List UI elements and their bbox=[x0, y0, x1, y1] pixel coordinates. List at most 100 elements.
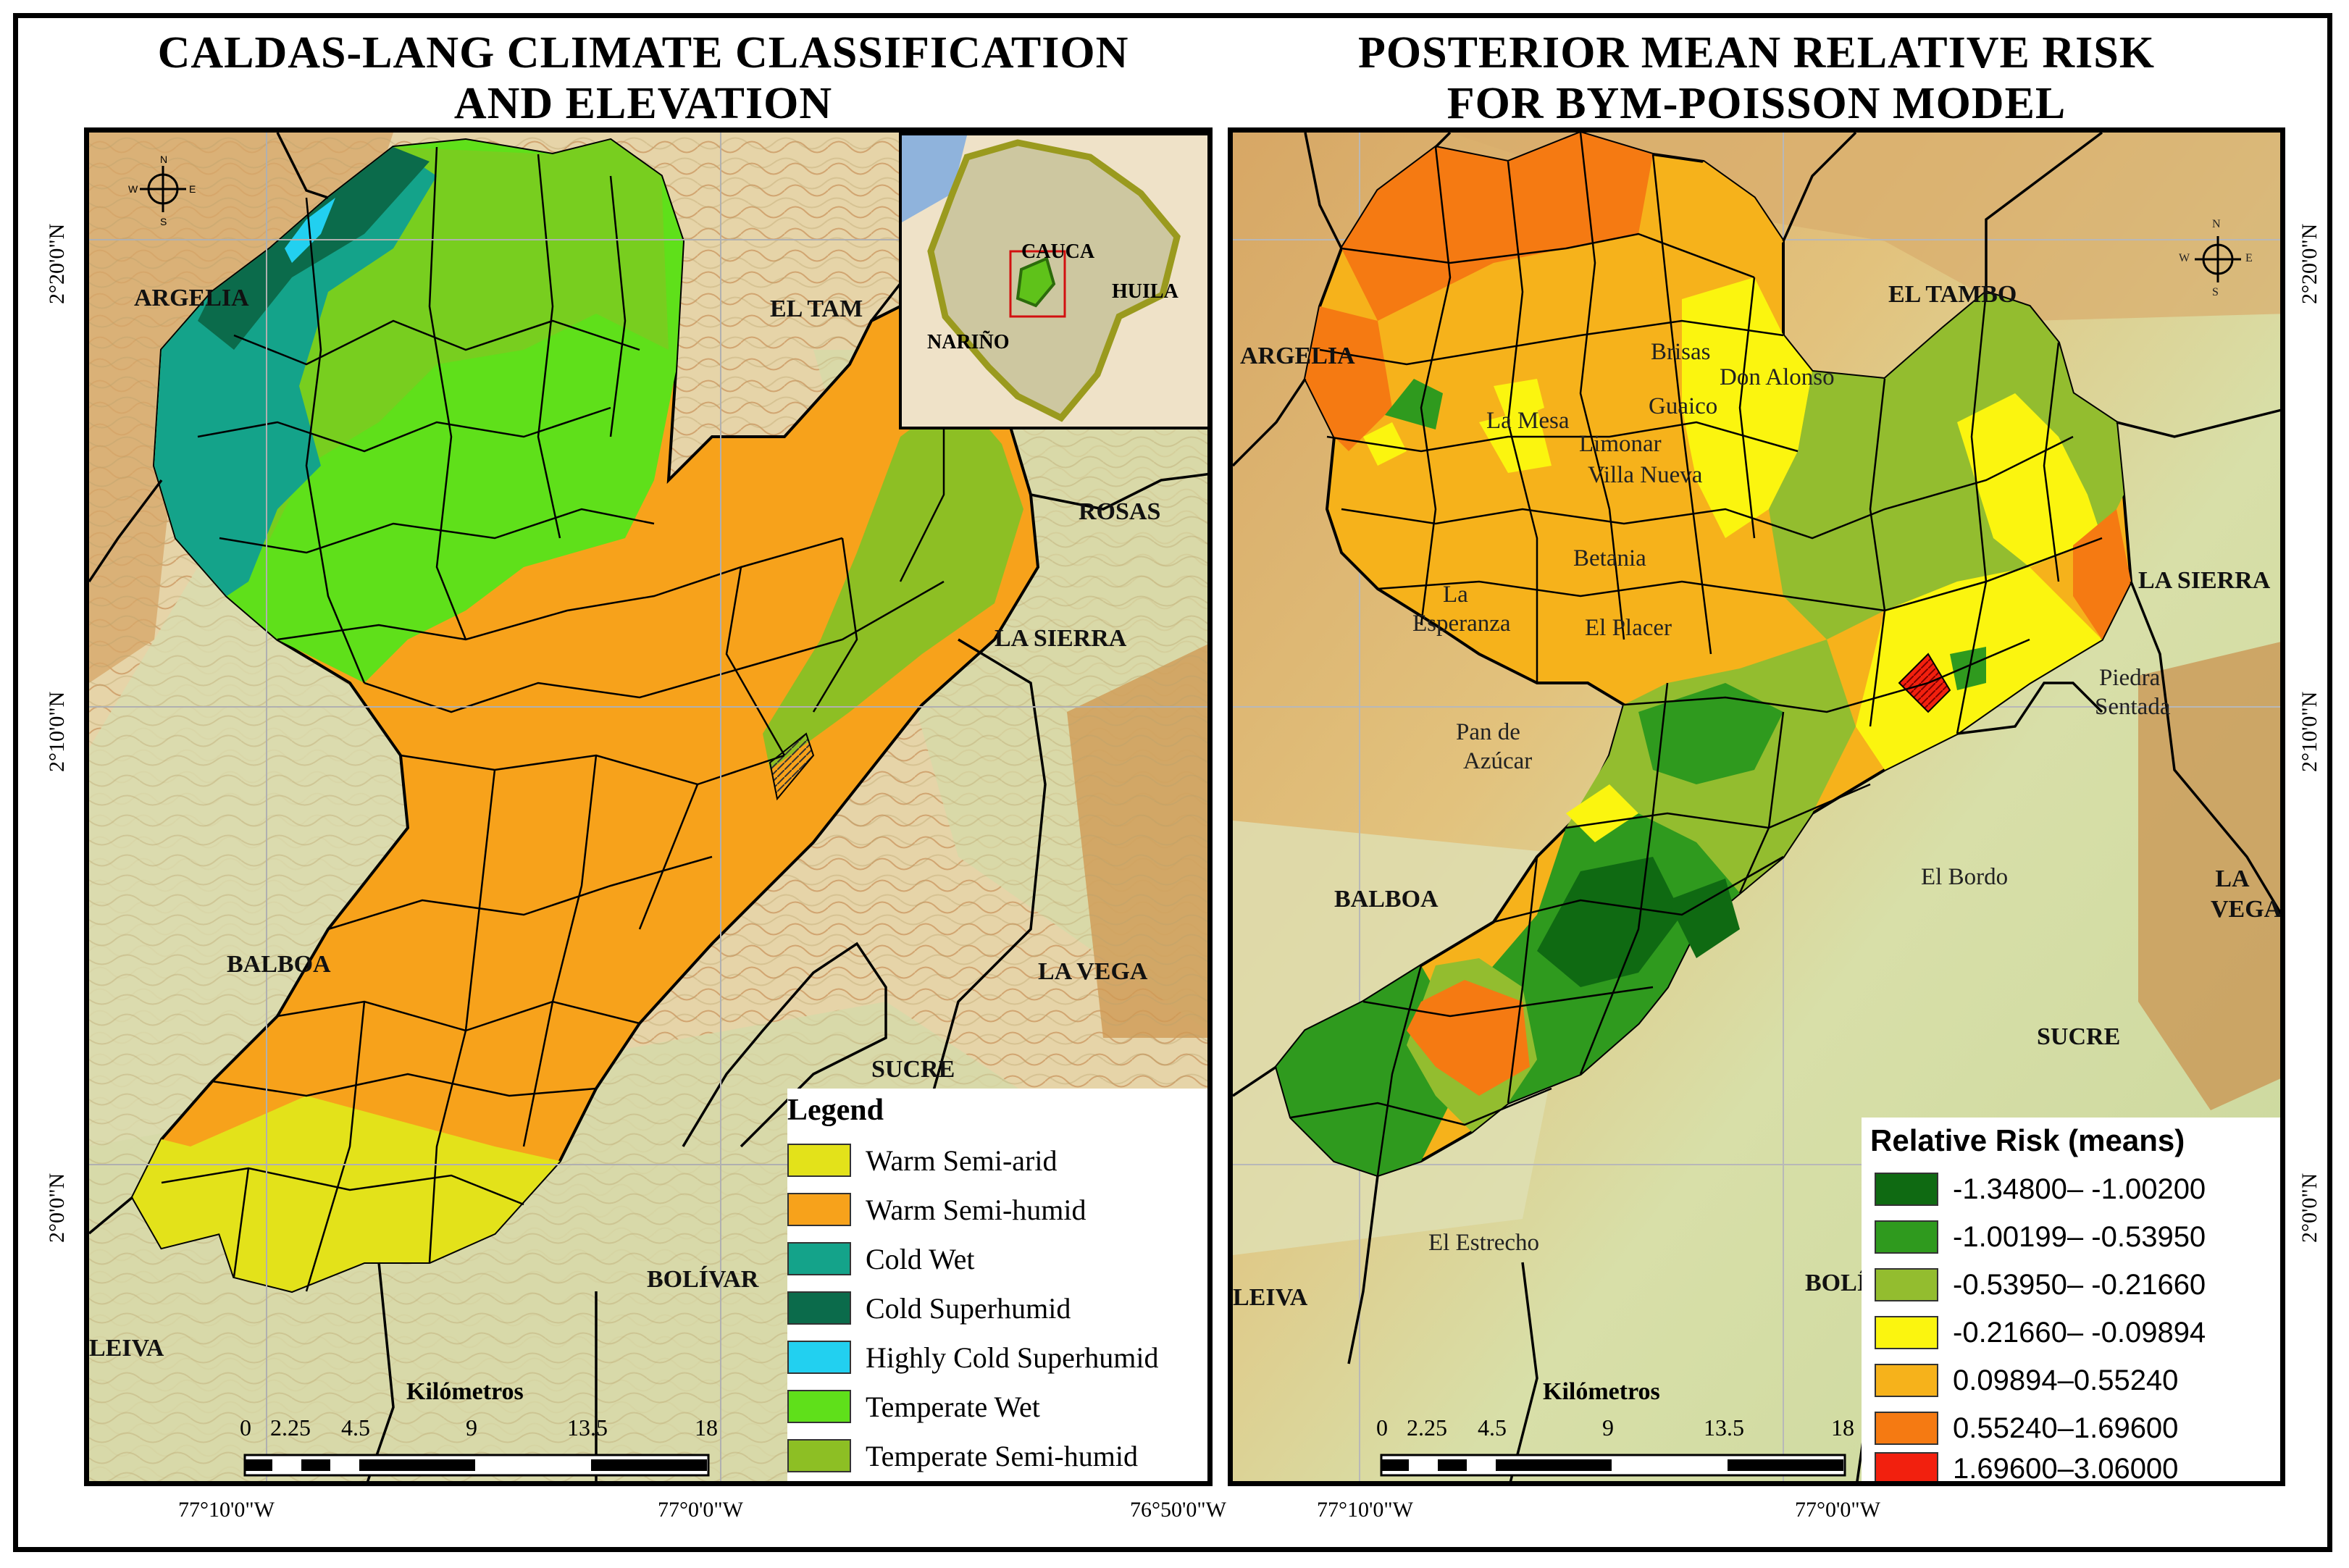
risk-legend-label: 1.69600–3.06000 bbox=[1953, 1452, 2179, 1485]
risk-map: N S E W EL TAMBO ARGELIA LA SIERRA BALBO… bbox=[1228, 127, 2285, 1486]
legend-label: Temperate Semi-humid bbox=[866, 1439, 1138, 1472]
inset-label-narino: NARIÑO bbox=[927, 331, 1010, 353]
risk-compass-north: N bbox=[2212, 218, 2221, 230]
inset-canvas bbox=[902, 135, 1207, 427]
right-lat-label: 2°20'0"N bbox=[2298, 223, 2321, 304]
right-lat-label: 2°0'0"N bbox=[2298, 1173, 2321, 1243]
risk-legend-item: 0.09894–0.55240 bbox=[1875, 1362, 2178, 1399]
risk-compass-rose bbox=[2195, 236, 2241, 282]
locality-el-placer: El Placer bbox=[1585, 615, 1672, 641]
right-scale-tick: 0 bbox=[1376, 1414, 1388, 1441]
legend-label: Temperate Wet bbox=[866, 1390, 1040, 1423]
risk-legend-label: 0.09894–0.55240 bbox=[1953, 1364, 2179, 1396]
risk-legend-item: -1.34800– -1.00200 bbox=[1875, 1171, 2206, 1207]
place-balboa: BALBOA bbox=[227, 951, 331, 978]
right-panel-title: POSTERIOR MEAN RELATIVE RISK FOR BYM-POI… bbox=[1224, 28, 2289, 129]
locality-piedra: Piedra bbox=[2099, 665, 2161, 691]
risk-place-leiva: LEIVA bbox=[1233, 1284, 1308, 1311]
left-lat-label: 2°10'0"N bbox=[45, 691, 69, 772]
right-title-line1: POSTERIOR MEAN RELATIVE RISK bbox=[1358, 28, 2155, 77]
right-lat-label: 2°10'0"N bbox=[2298, 691, 2321, 772]
risk-legend-item: -0.53950– -0.21660 bbox=[1875, 1267, 2206, 1303]
inset-label-huila: HUILA bbox=[1112, 280, 1178, 303]
el-bordo-hatch bbox=[769, 732, 815, 801]
legend-swatch bbox=[787, 1144, 851, 1177]
compass-east: E bbox=[189, 183, 196, 195]
locality-pan-de: Pan de bbox=[1456, 719, 1520, 745]
risk-zone-south-darkgreen-2 bbox=[1667, 879, 1740, 958]
risk-legend-swatch bbox=[1875, 1316, 1938, 1349]
risk-legend-label: -1.34800– -1.00200 bbox=[1953, 1173, 2206, 1205]
risk-vereda-boundaries bbox=[1290, 133, 2103, 1176]
place-leiva: LEIVA bbox=[89, 1335, 164, 1362]
locality-guaico: Guaico bbox=[1649, 393, 1718, 419]
place-argelia: ARGELIA bbox=[134, 285, 249, 311]
locality-el-estrecho: El Estrecho bbox=[1428, 1230, 1540, 1256]
risk-legend-label: -0.21660– -0.09894 bbox=[1953, 1316, 2206, 1349]
locality-el-bordo: El Bordo bbox=[1921, 864, 2009, 890]
left-scale-tick: 13.5 bbox=[567, 1414, 608, 1441]
left-scale-tick: 0 bbox=[240, 1414, 251, 1441]
risk-northern-highland bbox=[1233, 133, 2280, 321]
risk-legend-swatch bbox=[1875, 1173, 1938, 1206]
place-el-tambo: EL TAM bbox=[770, 295, 863, 322]
compass-north: N bbox=[160, 154, 167, 165]
risk-legend-label: 0.55240–1.69600 bbox=[1953, 1412, 2179, 1444]
right-lon-label: 77°0'0"W bbox=[1795, 1498, 1880, 1522]
locator-inset: CAUCA HUILA NARIÑO bbox=[899, 133, 1207, 429]
risk-place-argelia: ARGELIA bbox=[1240, 343, 1355, 369]
risk-legend-title: Relative Risk (means) bbox=[1870, 1123, 2185, 1157]
risk-zone-bordo-green bbox=[1950, 647, 1986, 690]
legend-item-temperate-semihumid: Temperate Semi-humid bbox=[787, 1438, 1138, 1474]
risk-compass-west: W bbox=[2179, 252, 2190, 264]
risk-legend-item: 1.69600–3.06000 bbox=[1875, 1451, 2179, 1485]
place-la-vega: LA VEGA bbox=[1038, 958, 1148, 985]
locality-limonar: Limonar bbox=[1579, 431, 1662, 457]
legend-label: Warm Semi-arid bbox=[866, 1144, 1058, 1177]
locality-brisas: Brisas bbox=[1651, 339, 1711, 365]
risk-zone-betania-green bbox=[1385, 379, 1443, 429]
left-lon-label: 76°50'0"W bbox=[1130, 1498, 1226, 1522]
risk-legend-item: -1.00199– -0.53950 bbox=[1875, 1219, 2206, 1255]
risk-zone-west-orange bbox=[1305, 306, 1392, 451]
risk-zone-placer bbox=[1479, 408, 1552, 473]
legend-swatch bbox=[787, 1439, 851, 1472]
risk-legend-swatch bbox=[1875, 1268, 1938, 1301]
legend-item-warm-semiarid: Warm Semi-arid bbox=[787, 1142, 1057, 1178]
inset-study-area bbox=[1016, 256, 1056, 308]
left-scale-tick: 9 bbox=[466, 1414, 477, 1441]
risk-place-la-vega: LA VEGA bbox=[2211, 865, 2282, 923]
left-scale-title: Kilómetros bbox=[406, 1378, 524, 1405]
inset-locator-box bbox=[1009, 250, 1066, 318]
locality-don-alonso: Don Alonso bbox=[1720, 364, 1835, 390]
legend-item-temperate-wet: Temperate Wet bbox=[787, 1388, 1040, 1425]
legend-swatch bbox=[787, 1291, 851, 1325]
risk-legend-item: -0.21660– -0.09894 bbox=[1875, 1315, 2206, 1351]
right-scale-tick: 18 bbox=[1831, 1414, 1854, 1441]
zone-temperate-semihumid-east bbox=[763, 393, 1023, 770]
zone-cold-superhumid bbox=[198, 147, 430, 350]
place-la-sierra: LA SIERRA bbox=[995, 625, 1127, 652]
right-lon-label: 77°10'0"W bbox=[1317, 1498, 1413, 1522]
risk-legend-swatch bbox=[1875, 1220, 1938, 1254]
left-title-line2: AND ELEVATION bbox=[453, 79, 833, 128]
right-scale-tick: 4.5 bbox=[1478, 1414, 1507, 1441]
risk-legend-swatch bbox=[1875, 1364, 1938, 1397]
risk-compass-east: E bbox=[2245, 252, 2253, 264]
locality-betania: Betania bbox=[1573, 545, 1646, 571]
left-lat-label: 2°20'0"N bbox=[45, 223, 69, 304]
climate-legend-title: Legend bbox=[787, 1094, 884, 1127]
place-bolivar: BOLÍVAR bbox=[647, 1266, 759, 1293]
inset-label-cauca: CAUCA bbox=[1021, 240, 1095, 263]
risk-place-el-tambo: EL TAMBO bbox=[1888, 281, 2017, 308]
risk-zone-center-green bbox=[1638, 683, 1783, 784]
risk-place-balboa: BALBOA bbox=[1334, 886, 1439, 913]
legend-label: Warm Semi-humid bbox=[866, 1193, 1086, 1226]
left-scale-tick: 4.5 bbox=[341, 1414, 370, 1441]
locality-sentada: Sentada bbox=[2095, 694, 2171, 720]
risk-legend-label: -0.53950– -0.21660 bbox=[1953, 1268, 2206, 1301]
locality-villa-nueva: Villa Nueva bbox=[1588, 462, 1703, 488]
legend-item-highly-cold-superhumid: Highly Cold Superhumid bbox=[787, 1339, 1158, 1375]
left-panel-title: CALDAS-LANG CLIMATE CLASSIFICATION AND E… bbox=[85, 28, 1201, 129]
right-title-line2: FOR BYM-POISSON MODEL bbox=[1446, 79, 2067, 128]
